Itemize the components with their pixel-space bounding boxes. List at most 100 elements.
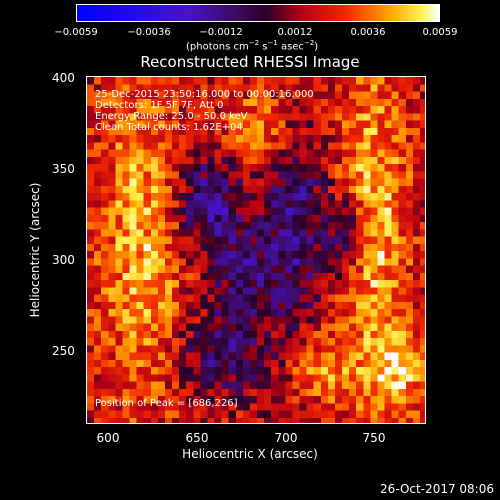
heatmap-cell bbox=[157, 265, 166, 274]
heatmap-cell bbox=[370, 352, 378, 361]
heatmap-cell bbox=[419, 171, 425, 179]
heatmap-cell bbox=[292, 367, 300, 375]
heatmap-cell bbox=[271, 265, 279, 274]
heatmap-cell bbox=[370, 243, 378, 252]
heatmap-cell bbox=[157, 156, 166, 165]
heatmap-cell bbox=[405, 403, 414, 411]
heatmap-cell bbox=[285, 127, 293, 136]
heatmap-cell bbox=[193, 410, 201, 419]
heatmap-cell bbox=[349, 178, 357, 187]
heatmap-cell bbox=[405, 120, 414, 129]
heatmap-cell bbox=[384, 243, 393, 252]
heatmap-cell bbox=[356, 352, 364, 361]
heatmap-cell bbox=[179, 316, 187, 324]
heatmap-cell bbox=[136, 381, 145, 390]
x-tick-label: 700 bbox=[274, 431, 298, 445]
heatmap-cell bbox=[285, 381, 293, 390]
heatmap-cell bbox=[172, 142, 180, 150]
heatmap-cell bbox=[299, 388, 308, 397]
heatmap-cell bbox=[193, 106, 201, 114]
heatmap-cell bbox=[249, 251, 258, 259]
heatmap-cell bbox=[228, 156, 237, 165]
heatmap-cell bbox=[363, 345, 371, 353]
heatmap-cell bbox=[271, 178, 279, 187]
heatmap-cell bbox=[342, 149, 350, 158]
heatmap-cell bbox=[320, 142, 329, 150]
heatmap-cell bbox=[356, 91, 364, 100]
heatmap-cell bbox=[101, 236, 109, 245]
heatmap-cell bbox=[228, 330, 237, 339]
heatmap-cell bbox=[115, 374, 123, 382]
heatmap-cell bbox=[370, 417, 378, 423]
heatmap-cell bbox=[257, 106, 265, 114]
heatmap-cell bbox=[320, 214, 329, 223]
heatmap-cell bbox=[349, 352, 357, 361]
heatmap-cell bbox=[193, 338, 201, 346]
heatmap-cell bbox=[214, 120, 223, 129]
heatmap-cell bbox=[412, 149, 421, 158]
heatmap-cell bbox=[228, 280, 237, 288]
heatmap-cell bbox=[186, 135, 194, 143]
heatmap-cell bbox=[384, 309, 393, 317]
heatmap-cell bbox=[363, 84, 371, 92]
heatmap-cell bbox=[334, 265, 343, 274]
heatmap-cell bbox=[292, 98, 300, 107]
heatmap-cell bbox=[398, 367, 407, 375]
heatmap-cell bbox=[370, 214, 378, 223]
heatmap-cell bbox=[129, 338, 138, 346]
heatmap-cell bbox=[101, 178, 109, 187]
heatmap-cell bbox=[150, 417, 159, 423]
heatmap-cell bbox=[370, 367, 378, 375]
heatmap-cell bbox=[257, 323, 265, 332]
heatmap-cell bbox=[278, 396, 286, 404]
heatmap-cell bbox=[122, 323, 130, 332]
heatmap-cell bbox=[285, 207, 293, 216]
heatmap-cell bbox=[384, 323, 393, 332]
heatmap-cell bbox=[200, 106, 208, 114]
heatmap-cell bbox=[235, 338, 244, 346]
heatmap-cell bbox=[363, 120, 371, 129]
heatmap-cell bbox=[214, 91, 223, 100]
heatmap-cell bbox=[164, 200, 173, 208]
heatmap-cell bbox=[221, 222, 230, 230]
heatmap-cell bbox=[179, 381, 187, 390]
heatmap-cell bbox=[363, 417, 371, 423]
heatmap-cell bbox=[200, 272, 208, 281]
heatmap-cell bbox=[143, 265, 152, 274]
heatmap-cell bbox=[108, 251, 116, 259]
heatmap-cell bbox=[129, 403, 138, 411]
heatmap-cell bbox=[164, 142, 173, 150]
heatmap-cell bbox=[136, 214, 145, 223]
heatmap-cell bbox=[101, 388, 109, 397]
heatmap-cell bbox=[242, 352, 251, 361]
heatmap-cell bbox=[94, 374, 102, 382]
heatmap-cell bbox=[172, 352, 180, 361]
heatmap-cell bbox=[405, 352, 414, 361]
heatmap-cell bbox=[214, 301, 223, 310]
heatmap-cell bbox=[108, 98, 116, 107]
heatmap-cell bbox=[235, 330, 244, 339]
heatmap-cell bbox=[313, 272, 322, 281]
heatmap-cell bbox=[377, 345, 385, 353]
heatmap-cell bbox=[412, 381, 421, 390]
heatmap-cell bbox=[157, 359, 166, 368]
heatmap-cell bbox=[157, 178, 166, 187]
heatmap-cell bbox=[143, 388, 152, 397]
heatmap-cell bbox=[179, 410, 187, 419]
heatmap-cell bbox=[405, 287, 414, 295]
heatmap-cell bbox=[405, 243, 414, 252]
heatmap-cell bbox=[313, 149, 322, 158]
heatmap-cell bbox=[278, 185, 286, 194]
heatmap-cell bbox=[221, 309, 230, 317]
heatmap-cell bbox=[384, 77, 393, 85]
heatmap-cell bbox=[94, 381, 102, 390]
heatmap-cell bbox=[363, 338, 371, 346]
heatmap-cell bbox=[285, 222, 293, 230]
heatmap-cell bbox=[285, 135, 293, 143]
heatmap-cell bbox=[186, 84, 194, 92]
heatmap-cell bbox=[221, 243, 230, 252]
heatmap-cell bbox=[257, 403, 265, 411]
heatmap-cell bbox=[363, 98, 371, 107]
heatmap-cell bbox=[349, 156, 357, 165]
heatmap-cell bbox=[186, 164, 194, 172]
